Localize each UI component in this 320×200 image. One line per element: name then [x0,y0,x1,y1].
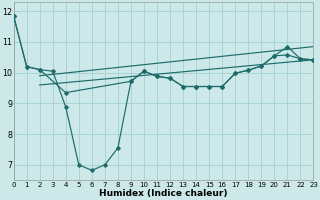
X-axis label: Humidex (Indice chaleur): Humidex (Indice chaleur) [99,189,228,198]
